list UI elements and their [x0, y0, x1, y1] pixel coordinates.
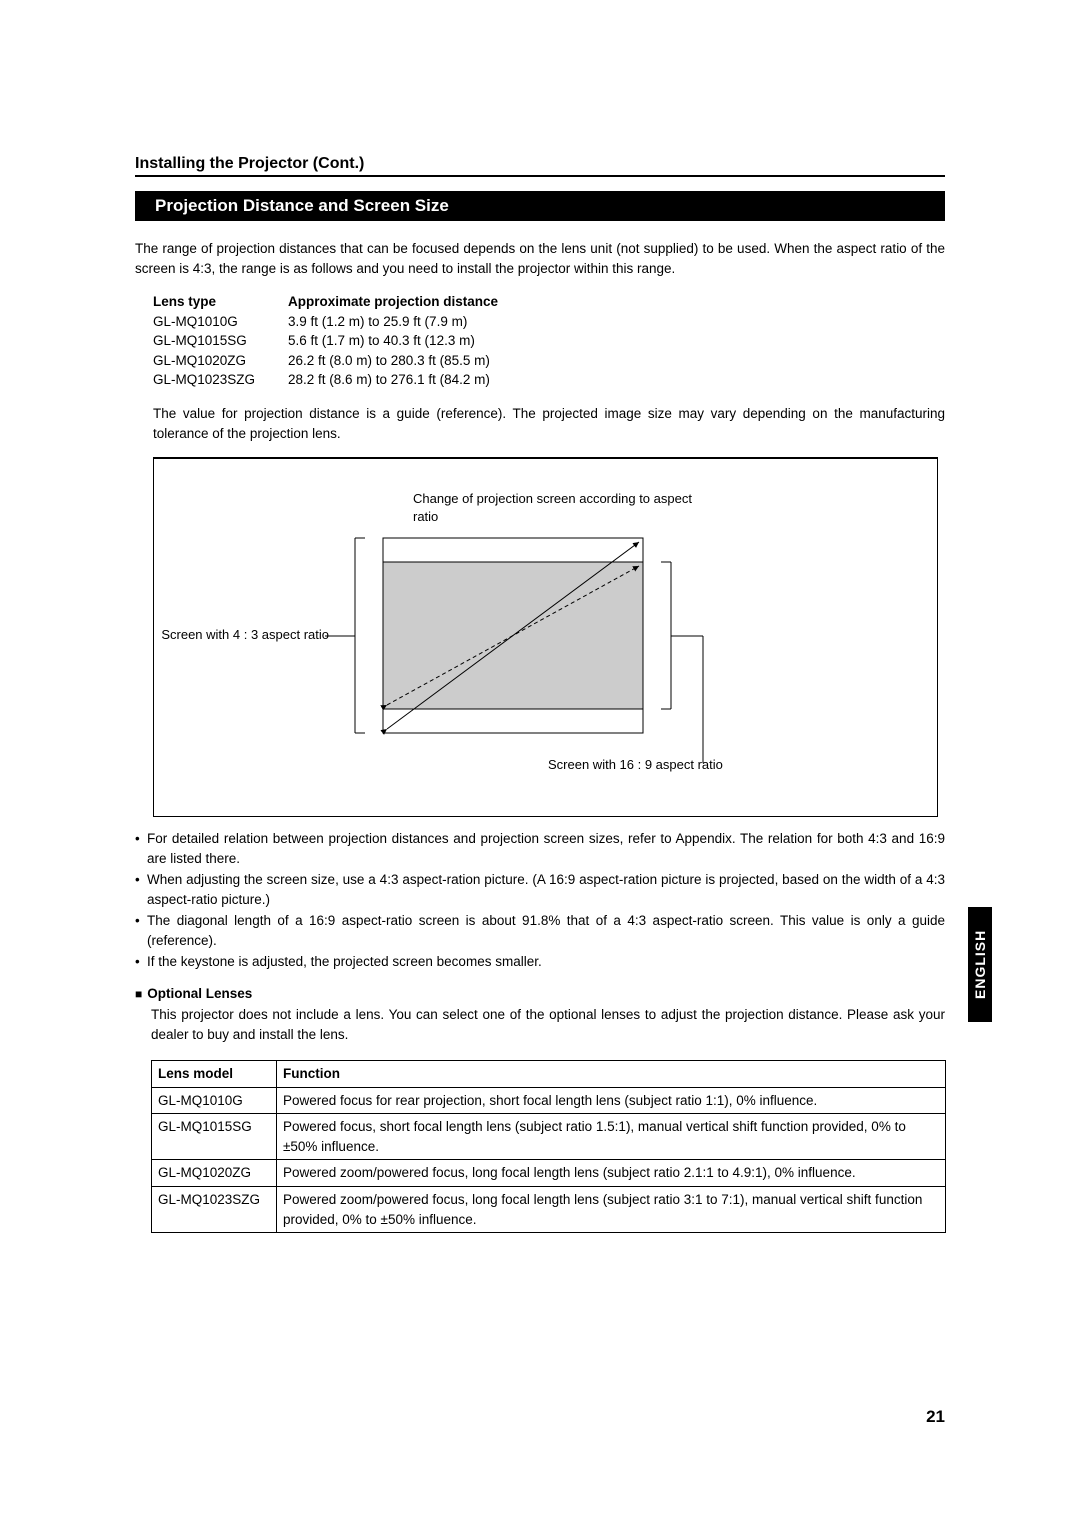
- lens-type-row: GL-MQ1015SG 5.6 ft (1.7 m) to 40.3 ft (1…: [153, 331, 945, 351]
- notes-list: For detailed relation between projection…: [135, 829, 945, 972]
- optional-lenses-text: This projector does not include a lens. …: [151, 1005, 945, 1044]
- lens-type-header: Lens type: [153, 292, 288, 312]
- list-item: For detailed relation between projection…: [135, 829, 945, 868]
- th-model: Lens model: [152, 1061, 277, 1088]
- section-heading: Installing the Projector (Cont.): [135, 155, 945, 177]
- table-row: GL-MQ1020ZG Powered zoom/powered focus, …: [152, 1160, 946, 1187]
- lens-type-row: GL-MQ1010G 3.9 ft (1.2 m) to 25.9 ft (7.…: [153, 312, 945, 332]
- aspect-ratio-diagram: Change of projection screen according to…: [153, 457, 938, 817]
- section-title-bar: Projection Distance and Screen Size: [135, 191, 945, 221]
- optional-lenses-heading: Optional Lenses: [135, 986, 945, 1001]
- table-row: GL-MQ1023SZG Powered zoom/powered focus,…: [152, 1186, 946, 1232]
- lens-type-table: Lens type Approximate projection distanc…: [153, 292, 945, 390]
- table-row: GL-MQ1015SG Powered focus, short focal l…: [152, 1114, 946, 1160]
- table-header-row: Lens model Function: [152, 1061, 946, 1088]
- page-number: 21: [926, 1407, 945, 1427]
- th-function: Function: [277, 1061, 946, 1088]
- list-item: When adjusting the screen size, use a 4:…: [135, 870, 945, 909]
- diagram-bottom-label: Screen with 16 : 9 aspect ratio: [548, 756, 723, 774]
- diagram-left-label: Screen with 4 : 3 aspect ratio: [151, 626, 329, 644]
- lens-type-row: GL-MQ1020ZG 26.2 ft (8.0 m) to 280.3 ft …: [153, 351, 945, 371]
- tolerance-text: The value for projection distance is a g…: [153, 404, 945, 443]
- lens-type-row: GL-MQ1023SZG 28.2 ft (8.6 m) to 276.1 ft…: [153, 370, 945, 390]
- projection-distance-header: Approximate projection distance: [288, 292, 945, 312]
- language-tab: ENGLISH: [968, 907, 992, 1022]
- table-row: GL-MQ1010G Powered focus for rear projec…: [152, 1087, 946, 1114]
- lens-model-table: Lens model Function GL-MQ1010G Powered f…: [151, 1060, 946, 1233]
- intro-text: The range of projection distances that c…: [135, 239, 945, 278]
- diagram-top-label: Change of projection screen according to…: [413, 490, 713, 526]
- list-item: The diagonal length of a 16:9 aspect-rat…: [135, 911, 945, 950]
- list-item: If the keystone is adjusted, the project…: [135, 952, 945, 972]
